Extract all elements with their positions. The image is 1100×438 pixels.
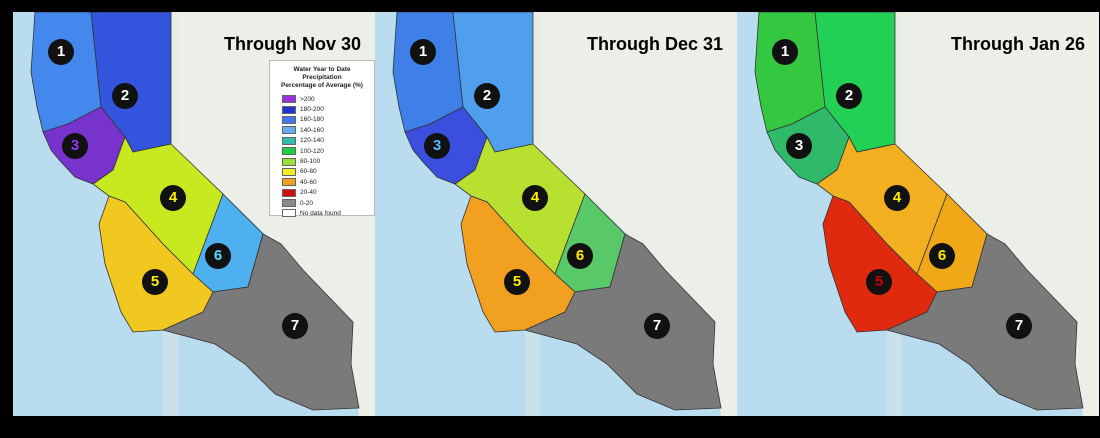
california-map (392, 12, 737, 416)
region-marker-1: 1 (410, 39, 436, 65)
legend-label: 60-80 (300, 168, 317, 176)
legend-swatch (282, 188, 296, 197)
region-desert (523, 233, 722, 411)
region-marker-6: 6 (567, 243, 593, 269)
legend-swatch (282, 105, 296, 114)
legend-label: 120-140 (300, 137, 324, 145)
region-marker-2: 2 (112, 83, 138, 109)
legend-swatch (282, 167, 296, 176)
region-marker-7: 7 (1006, 313, 1032, 339)
region-marker-5: 5 (504, 269, 530, 295)
legend-item: 100-120 (282, 146, 368, 156)
legend-label: 40-60 (300, 178, 317, 186)
region-marker-4: 4 (522, 185, 548, 211)
region-marker-3: 3 (424, 133, 450, 159)
legend-label: 160-180 (300, 116, 324, 124)
legend-item: 20-40 (282, 188, 368, 198)
panel-title: Through Nov 30 (223, 34, 361, 54)
panel-title: Through Jan 26 (950, 34, 1085, 54)
region-desert (161, 233, 360, 411)
region-desert (885, 233, 1084, 411)
region-marker-2: 2 (474, 83, 500, 109)
region-marker-5: 5 (866, 269, 892, 295)
legend-label: 0-20 (300, 199, 314, 207)
legend-label: 100-120 (300, 147, 324, 155)
region-marker-7: 7 (644, 313, 670, 339)
legend-item: 80-100 (282, 156, 368, 166)
region-marker-1: 1 (772, 39, 798, 65)
legend-swatch (282, 136, 296, 145)
legend-swatch (282, 95, 296, 104)
legend-swatch (282, 157, 296, 166)
legend-title-line2: Percentage of Average (%) (281, 82, 363, 89)
legend-title-line1: Water Year to Date Precipitation (293, 66, 351, 81)
legend-swatch (282, 126, 296, 135)
legend-label: 180-200 (300, 106, 324, 114)
region-marker-4: 4 (160, 185, 186, 211)
legend-item: 60-80 (282, 167, 368, 177)
basemap-land (882, 12, 1099, 416)
legend-item: 180-200 (282, 104, 368, 114)
legend-swatch (282, 115, 296, 124)
legend-item: 120-140 (282, 136, 368, 146)
legend-item: 40-60 (282, 177, 368, 187)
legend-item: 140-160 (282, 125, 368, 135)
legend-label: No data found (300, 209, 341, 217)
region-marker-6: 6 (205, 243, 231, 269)
region-marker-4: 4 (884, 185, 910, 211)
legend-swatch (282, 199, 296, 208)
legend-swatch (282, 209, 296, 218)
region-marker-3: 3 (786, 133, 812, 159)
map-panel-nov: Through Nov 30 Water Year to Date Precip… (13, 12, 375, 416)
region-marker-2: 2 (836, 83, 862, 109)
legend-label: 140-160 (300, 126, 324, 134)
legend-label: 20-40 (300, 189, 317, 197)
legend-swatch (282, 178, 296, 187)
legend-item: No data found (282, 208, 368, 218)
region-marker-7: 7 (282, 313, 308, 339)
california-map (754, 12, 1099, 416)
basemap-land (520, 12, 737, 416)
legend-item: 160-180 (282, 115, 368, 125)
legend-item: >200 (282, 94, 368, 104)
region-marker-3: 3 (62, 133, 88, 159)
panel-title: Through Dec 31 (586, 34, 723, 54)
region-marker-6: 6 (929, 243, 955, 269)
region-marker-1: 1 (48, 39, 74, 65)
legend-label: 80-100 (300, 158, 321, 166)
region-marker-5: 5 (142, 269, 168, 295)
legend-swatch (282, 147, 296, 156)
precipitation-legend: Water Year to Date Precipitation Percent… (269, 60, 375, 218)
legend-label: >200 (300, 95, 315, 103)
legend-item: 0-20 (282, 198, 368, 208)
